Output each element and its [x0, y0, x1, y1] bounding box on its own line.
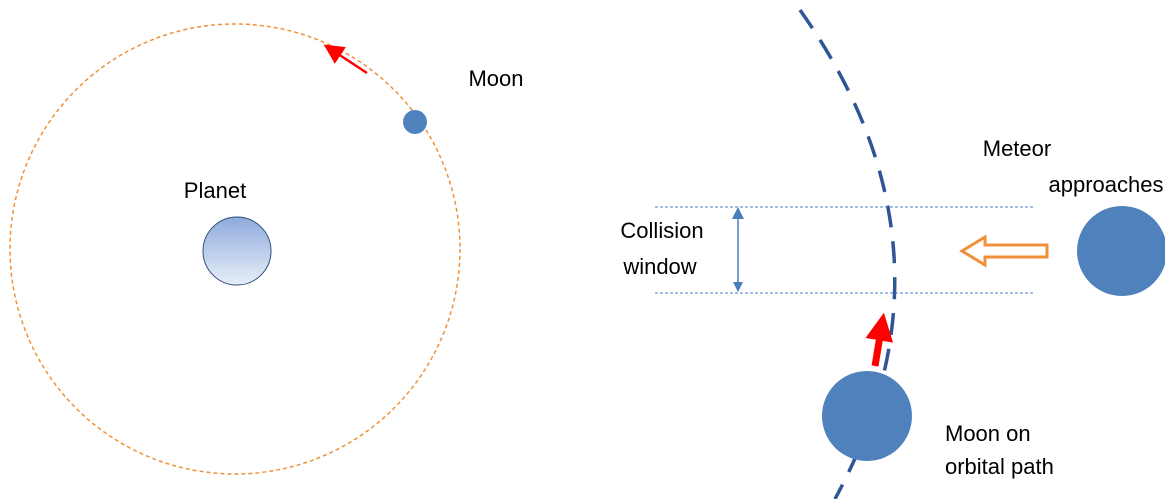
window-label: Collision [620, 218, 703, 243]
motion-arrow [323, 44, 368, 75]
planet-label: Planet [184, 178, 246, 203]
window-arrow-head [732, 207, 744, 219]
window-label: window [622, 254, 696, 279]
moon [822, 371, 912, 461]
moon-path-label: Moon on [945, 421, 1031, 446]
meteor [1077, 206, 1165, 296]
orbit [9, 23, 461, 475]
moon-label: Moon [468, 66, 523, 91]
moon [403, 110, 427, 134]
moon-path-label: orbital path [945, 454, 1054, 479]
motion-arrow [865, 312, 894, 367]
meteor-arrow [959, 234, 1049, 268]
planet [202, 216, 272, 286]
meteor-label: approaches [1049, 172, 1164, 197]
meteor-label: Meteor [983, 136, 1051, 161]
